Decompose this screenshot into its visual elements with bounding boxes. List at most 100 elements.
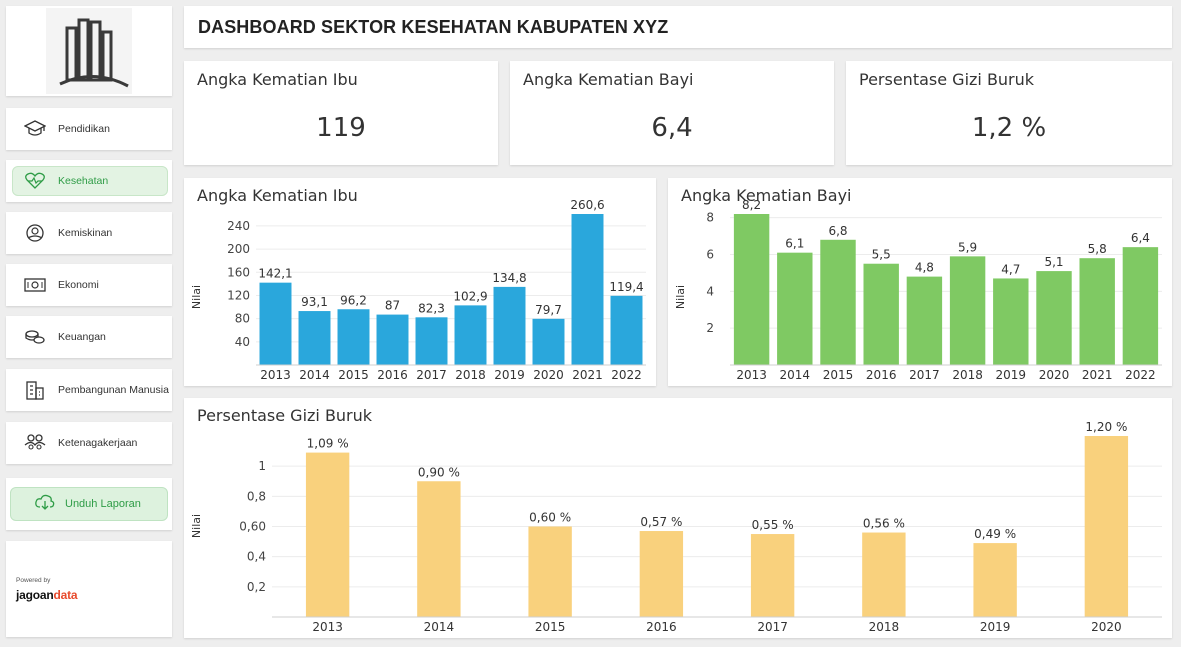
x-tick-label: 2015: [535, 620, 566, 634]
y-tick-label: 2: [706, 321, 714, 335]
data-label: 6,8: [828, 224, 847, 238]
building-icon: [22, 379, 48, 401]
data-label: 5,1: [1044, 255, 1063, 269]
sidebar-item-keuangan[interactable]: Keuangan: [6, 316, 172, 358]
sidebar-item-pembangunan-manusia[interactable]: Pembangunan Manusia: [6, 369, 172, 411]
brand-part-b: data: [53, 588, 78, 602]
bar: [863, 263, 899, 365]
sidebar-item-label: Kemiskinan: [58, 227, 113, 239]
bar: [733, 214, 770, 365]
chart-card-kematian-bayi: Angka Kematian Bayi 2 4 6 8 Nilai 8,2 2013 6,1 2…: [668, 178, 1172, 386]
data-label: 1,20 %: [1085, 420, 1127, 434]
chart-kematian-ibu: 40 80 120 160 200 240 Nilai 142,1 2013 93,1 2014 96…: [190, 198, 646, 382]
data-label: 6,4: [1131, 231, 1150, 245]
page-title: DASHBOARD SEKTOR KESEHATAN KABUPATEN XYZ: [198, 16, 669, 37]
sidebar-item-ketenagakerjaan[interactable]: Ketenagakerjaan: [6, 422, 172, 464]
bar: [1084, 436, 1129, 617]
bar: [639, 531, 684, 617]
y-tick-label: 1: [258, 459, 266, 473]
chart-title: Persentase Gizi Buruk: [197, 406, 373, 425]
x-tick-label: 2021: [1082, 368, 1113, 382]
x-tick-label: 2019: [980, 620, 1011, 634]
data-label: 260,6: [570, 198, 604, 212]
banknote-icon: [22, 274, 48, 296]
y-axis-label: Nilai: [674, 285, 687, 309]
kpi-value: 1,2 %: [971, 113, 1047, 143]
x-tick-label: 2014: [424, 620, 455, 634]
powered-by-text: Powered by: [16, 577, 51, 584]
bar: [862, 532, 906, 617]
y-tick-label: 240: [227, 219, 250, 233]
bar: [528, 526, 572, 617]
x-tick-label: 2020: [1039, 368, 1070, 382]
data-label: 0,60 %: [529, 511, 571, 525]
x-tick-label: 2015: [823, 368, 854, 382]
kpi-title: Angka Kematian Ibu: [197, 70, 358, 89]
y-axis-label: Nilai: [190, 285, 203, 309]
logo-card: [6, 6, 172, 96]
bar: [1122, 247, 1159, 365]
sidebar-item-label: Ketenagakerjaan: [58, 437, 138, 449]
bar: [1079, 258, 1115, 365]
kpi-card-gizi-buruk: Persentase Gizi Buruk 1,2 %: [846, 61, 1172, 165]
x-tick-label: 2018: [455, 368, 486, 382]
data-label: 8,2: [742, 198, 761, 212]
y-tick-label: 0,4: [247, 550, 266, 564]
y-tick-label: 200: [227, 242, 250, 256]
kpi-card-kematian-bayi: Angka Kematian Bayi 6,4: [510, 61, 834, 165]
x-tick-label: 2020: [1091, 620, 1122, 634]
bar: [493, 286, 526, 365]
x-tick-label: 2018: [869, 620, 900, 634]
bar: [610, 295, 643, 365]
data-label: 6,1: [785, 237, 804, 251]
data-label: 79,7: [535, 303, 562, 317]
cloud-download-icon: [35, 494, 55, 514]
kpi-value: 119: [316, 113, 366, 143]
sidebar-item-kesehatan[interactable]: Kesehatan: [6, 160, 172, 202]
chart-kematian-bayi: 2 4 6 8 Nilai 8,2 2013 6,1 2014 6,8 2015 5,5 2016 4,8…: [674, 198, 1162, 382]
bar: [259, 282, 292, 365]
sidebar-item-pendidikan[interactable]: Pendidikan: [6, 108, 172, 150]
data-label: 87: [385, 299, 400, 313]
data-label: 119,4: [609, 280, 643, 294]
data-label: 0,56 %: [863, 517, 905, 531]
graduation-cap-icon: [22, 118, 48, 140]
chart-title: Angka Kematian Ibu: [197, 186, 358, 205]
x-tick-label: 2016: [377, 368, 408, 382]
bar: [820, 239, 856, 365]
data-label: 5,9: [958, 240, 977, 254]
x-tick-label: 2016: [866, 368, 897, 382]
sidebar-item-label: Pembangunan Manusia: [58, 384, 169, 396]
bar: [417, 481, 461, 617]
x-tick-label: 2016: [646, 620, 677, 634]
y-tick-label: 120: [227, 288, 250, 302]
bar: [973, 543, 1017, 617]
building-logo-icon: [46, 8, 132, 94]
bar: [571, 214, 604, 365]
bar: [532, 318, 565, 365]
data-label: 5,8: [1088, 242, 1107, 256]
x-tick-label: 2017: [757, 620, 788, 634]
x-tick-label: 2019: [996, 368, 1027, 382]
download-report-button[interactable]: Unduh Laporan: [10, 487, 168, 521]
x-tick-label: 2013: [260, 368, 291, 382]
x-tick-label: 2017: [909, 368, 940, 382]
sidebar-item-ekonomi[interactable]: Ekonomi: [6, 264, 172, 306]
y-tick-label: 4: [706, 284, 714, 298]
chart-title: Angka Kematian Bayi: [681, 186, 852, 205]
bar: [454, 305, 487, 365]
brand-logo: jagoandata: [16, 588, 78, 602]
bar: [750, 534, 795, 617]
x-tick-label: 2018: [952, 368, 983, 382]
sidebar-item-kemiskinan[interactable]: Kemiskinan: [6, 212, 172, 254]
kpi-title: Angka Kematian Bayi: [523, 70, 694, 89]
sidebar-item-label: Pendidikan: [58, 123, 110, 135]
sidebar-item-label: Keuangan: [58, 331, 106, 343]
bar: [305, 452, 350, 617]
data-label: 134,8: [492, 271, 526, 285]
brand-part-a: jagoan: [16, 588, 54, 602]
chart-card-kematian-ibu: Angka Kematian Ibu 40 80 120 160 200 240 Nilai…: [184, 178, 656, 386]
x-tick-label: 2022: [611, 368, 642, 382]
data-label: 0,90 %: [418, 465, 460, 479]
download-card: Unduh Laporan: [6, 478, 172, 530]
